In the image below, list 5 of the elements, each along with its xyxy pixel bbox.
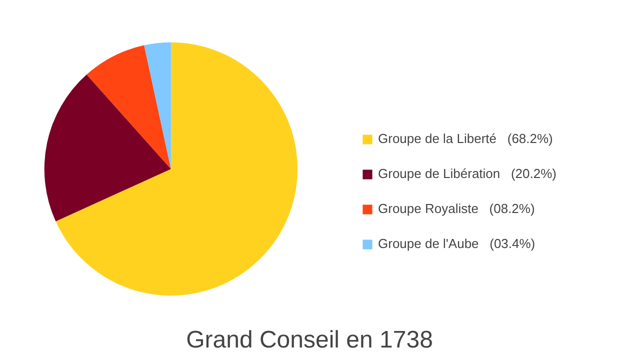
- legend-label: Groupe de Libération (20.2%): [378, 166, 556, 181]
- text: Grand Conseil en 1738: [186, 326, 433, 354]
- legend-label: Groupe Royaliste (08.2%): [378, 201, 535, 216]
- legend-label: Groupe de l'Aube (03.4%): [378, 236, 536, 251]
- legend-label: Groupe de la Liberté (68.2%): [378, 131, 553, 146]
